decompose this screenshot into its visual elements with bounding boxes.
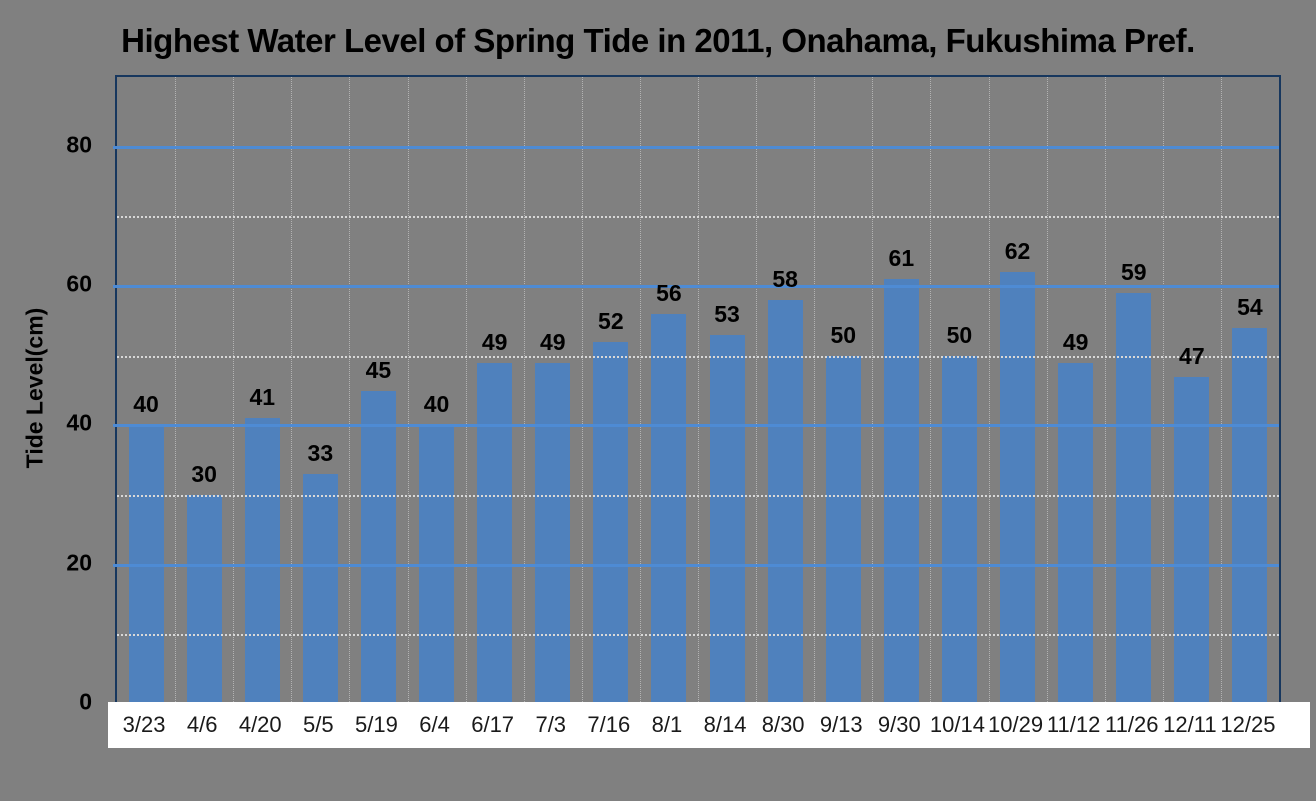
bar-value-label: 54	[1237, 293, 1263, 320]
bar-value-label: 59	[1120, 258, 1147, 285]
bar	[651, 313, 687, 704]
bar	[535, 362, 571, 704]
bar	[186, 495, 222, 704]
x-tick-label: 8/14	[703, 712, 747, 737]
vertical-gridline	[523, 77, 525, 704]
bar	[302, 474, 338, 704]
bar-value-label: 50	[946, 321, 973, 348]
x-tick-label: 6/4	[419, 712, 450, 737]
bar	[360, 390, 396, 704]
minor-gridline	[117, 495, 1279, 497]
x-tick-label: 4/6	[186, 712, 218, 737]
x-tick-label: 6/17	[471, 712, 515, 737]
vertical-gridline	[1046, 77, 1048, 704]
vertical-gridline	[175, 77, 177, 704]
y-tick-label: 60	[66, 270, 92, 297]
minor-gridline	[117, 355, 1279, 358]
bar	[244, 418, 280, 704]
bar	[941, 355, 977, 704]
bar-value-label: 61	[888, 245, 915, 272]
x-tick-label: 11/26	[1105, 712, 1159, 737]
y-tick-label: 20	[66, 549, 92, 576]
vertical-gridline	[872, 77, 874, 704]
bar-value-label: 58	[772, 265, 798, 292]
vertical-gridline	[465, 77, 467, 704]
bar-value-label: 49	[539, 328, 566, 355]
x-tick-label: 12/25	[1220, 712, 1276, 737]
y-tick-label: 40	[66, 409, 92, 436]
bar-value-label: 41	[249, 384, 276, 411]
bar	[1174, 376, 1210, 704]
x-tick-label: 5/19	[355, 712, 398, 737]
x-tick-label: 7/3	[535, 712, 567, 737]
bar	[1000, 272, 1036, 704]
vertical-gridline	[1220, 77, 1222, 704]
bar-value-label: 47	[1179, 342, 1205, 369]
vertical-gridline	[291, 77, 293, 704]
x-tick-label: 10/14	[929, 712, 985, 737]
major-gridline	[113, 145, 1279, 149]
bar-value-label: 30	[191, 461, 217, 487]
plot-area: 40 30 41 33 45 40 49 49 52 56 53 58 50 61 50 62 49 59 47 54	[113, 75, 1281, 706]
x-axis-label-strip: 3/23 4/6 4/20 5/5 5/19 6/4 6/17 7/3 7/16 8/1 8/14 8…	[108, 702, 1310, 748]
bar	[1116, 292, 1152, 704]
x-tick-label: 4/20	[238, 712, 282, 737]
vertical-gridline	[639, 77, 641, 704]
vertical-gridline	[814, 77, 816, 704]
bar-value-label: 52	[598, 307, 624, 334]
bar-value-label: 53	[714, 300, 740, 327]
x-tick-label: 5/5	[303, 712, 334, 737]
vertical-gridline	[581, 77, 583, 704]
x-tick-label: 7/16	[587, 712, 631, 737]
major-gridline	[113, 424, 1279, 428]
y-tick-label: 0	[79, 688, 92, 715]
bar-value-label: 45	[365, 356, 392, 383]
bar-value-label: 40	[133, 391, 159, 418]
minor-gridline	[117, 634, 1279, 637]
x-tick-label: 3/23	[122, 712, 166, 737]
bar	[1058, 362, 1094, 704]
vertical-gridline	[698, 77, 699, 704]
vertical-gridline	[756, 77, 758, 704]
bar-value-label: 50	[830, 321, 857, 348]
minor-gridline	[117, 216, 1279, 219]
bar-value-label: 62	[1004, 238, 1031, 265]
x-tick-label: 11/12	[1046, 712, 1101, 737]
vertical-gridline	[407, 77, 409, 704]
vertical-gridline	[349, 77, 351, 704]
x-tick-label: 9/30	[877, 712, 921, 737]
bar-value-label: 49	[1062, 328, 1089, 355]
major-gridline	[113, 285, 1279, 288]
bar	[477, 362, 513, 704]
y-tick-label: 80	[66, 131, 92, 158]
x-tick-label: 12/11	[1163, 712, 1217, 737]
vertical-gridline	[988, 77, 990, 704]
bar	[709, 334, 745, 704]
vertical-gridline	[1104, 77, 1106, 704]
bar	[883, 279, 919, 704]
bar	[1232, 327, 1268, 704]
bar	[593, 341, 629, 704]
bar-value-label: 33	[307, 440, 334, 467]
bar-value-label: 40	[423, 391, 450, 418]
vertical-gridline	[233, 77, 235, 704]
x-tick-label: 9/13	[819, 712, 863, 737]
bar	[767, 299, 803, 704]
vertical-gridline	[1162, 77, 1164, 704]
bar-value-label: 49	[481, 328, 508, 355]
x-tick-label: 8/1	[651, 712, 683, 737]
bar-value-label: 56	[656, 279, 682, 306]
y-axis-tick-labels: 0 20 40 60 80	[0, 0, 92, 801]
vertical-gridline	[930, 77, 932, 704]
x-tick-label: 10/29	[988, 712, 1044, 737]
x-tick-label: 8/30	[761, 712, 805, 737]
chart-title: Highest Water Level of Spring Tide in 20…	[121, 22, 1195, 59]
bar	[825, 355, 861, 704]
major-gridline	[113, 563, 1279, 567]
